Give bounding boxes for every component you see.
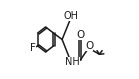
Text: NH: NH [65, 57, 80, 67]
Text: O: O [76, 30, 84, 40]
Text: O: O [85, 41, 93, 51]
Text: F: F [30, 43, 36, 53]
Text: OH: OH [64, 11, 79, 21]
